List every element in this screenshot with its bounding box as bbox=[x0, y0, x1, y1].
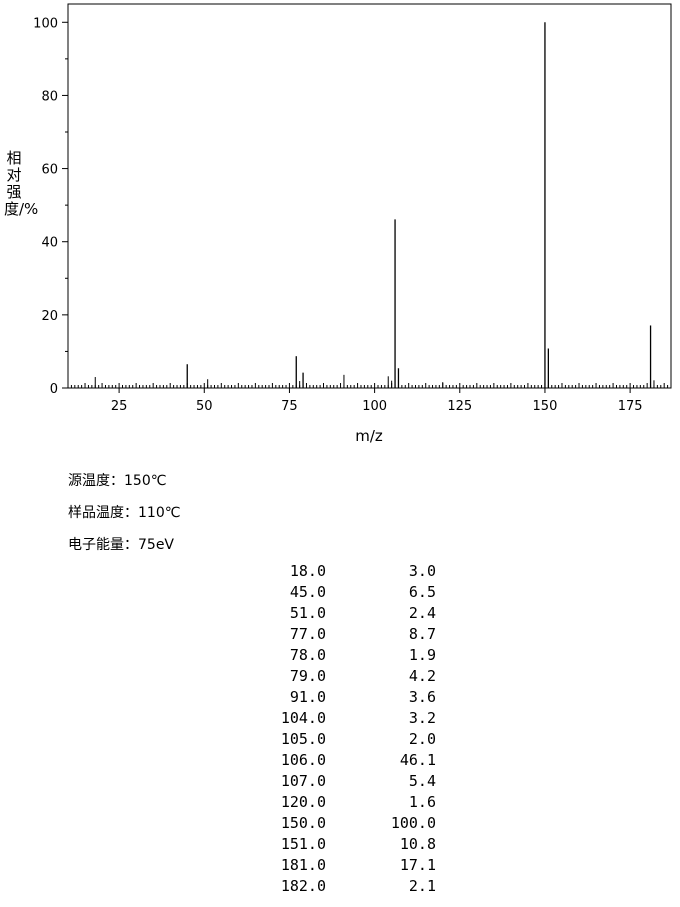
x-tick-label: 125 bbox=[447, 399, 472, 414]
peak-mz: 105.0 bbox=[280, 729, 326, 748]
peak-mz: 91.0 bbox=[289, 687, 326, 706]
peak-mz: 78.0 bbox=[289, 645, 326, 664]
peak-intensity: 10.8 bbox=[399, 834, 436, 853]
table-row: 150.0 100.0 bbox=[240, 812, 440, 833]
table-row: 45.0 6.5 bbox=[240, 581, 440, 602]
x-tick-label: 25 bbox=[111, 399, 128, 414]
table-row: 78.0 1.9 bbox=[240, 644, 440, 665]
table-row: 151.0 10.8 bbox=[240, 833, 440, 854]
peak-mz: 151.0 bbox=[280, 834, 326, 853]
x-minor-ticks bbox=[67, 383, 672, 388]
x-axis-label: m/z bbox=[355, 427, 383, 445]
peak-intensity: 4.2 bbox=[408, 666, 436, 685]
y-axis-ticks: 0 20 40 60 80 100 bbox=[33, 16, 68, 397]
peak-intensity: 3.0 bbox=[408, 561, 436, 580]
table-row: 77.0 8.7 bbox=[240, 623, 440, 644]
peak-mz: 106.0 bbox=[280, 750, 326, 769]
peak-mz: 51.0 bbox=[289, 603, 326, 622]
peak-mz: 104.0 bbox=[280, 708, 326, 727]
source-temperature: 源温度：150℃ bbox=[68, 473, 167, 489]
peak-intensity: 46.1 bbox=[399, 750, 436, 769]
x-tick-label: 50 bbox=[196, 399, 213, 414]
peak-mz: 45.0 bbox=[289, 582, 326, 601]
peak-mz: 181.0 bbox=[280, 855, 326, 874]
table-row: 181.0 17.1 bbox=[240, 854, 440, 875]
sample-temperature: 样品温度：110℃ bbox=[68, 505, 181, 521]
peak-mz: 120.0 bbox=[280, 792, 326, 811]
table-row: 106.0 46.1 bbox=[240, 749, 440, 770]
peak-mz: 182.0 bbox=[280, 876, 326, 895]
y-tick-label: 80 bbox=[41, 89, 58, 104]
electron-energy: 电子能量：75eV bbox=[68, 537, 175, 553]
peak-mz: 18.0 bbox=[289, 561, 326, 580]
x-tick-label: 75 bbox=[281, 399, 298, 414]
peak-intensity: 100.0 bbox=[390, 813, 436, 832]
table-row: 79.0 4.2 bbox=[240, 665, 440, 686]
peak-intensity: 2.4 bbox=[408, 603, 436, 622]
table-row: 120.0 1.6 bbox=[240, 791, 440, 812]
peak-intensity: 2.0 bbox=[408, 729, 436, 748]
table-row: 182.0 2.1 bbox=[240, 875, 440, 896]
peak-mz: 150.0 bbox=[280, 813, 326, 832]
peak-intensity: 17.1 bbox=[399, 855, 436, 874]
table-row: 91.0 3.6 bbox=[240, 686, 440, 707]
y-tick-label: 60 bbox=[41, 163, 58, 178]
y-axis-label: 相对强度/% bbox=[4, 149, 39, 218]
x-tick-label: 150 bbox=[533, 399, 558, 414]
peak-mz: 107.0 bbox=[280, 771, 326, 790]
table-row: 104.0 3.2 bbox=[240, 707, 440, 728]
peak-intensity: 1.6 bbox=[408, 792, 436, 811]
x-tick-label: 175 bbox=[618, 399, 643, 414]
peak-intensity: 2.1 bbox=[408, 876, 436, 895]
y-tick-label: 20 bbox=[41, 309, 58, 324]
peak-intensity: 8.7 bbox=[408, 624, 436, 643]
x-tick-label: 100 bbox=[362, 399, 387, 414]
plot-frame bbox=[67, 3, 672, 389]
table-row: 51.0 2.4 bbox=[240, 602, 440, 623]
x-axis-ticks: 25 50 75 100 125 150 175 bbox=[111, 388, 643, 414]
peak-intensity: 1.9 bbox=[408, 645, 436, 664]
peak-intensity: 5.4 bbox=[408, 771, 436, 790]
peak-intensity: 3.2 bbox=[408, 708, 436, 727]
table-row: 105.0 2.0 bbox=[240, 728, 440, 749]
peak-table: 18.0 3.0 45.0 6.5 51.0 2.4 77.0 8.7 78.0 1.9 79.0 4… bbox=[240, 560, 440, 896]
y-tick-label: 0 bbox=[50, 382, 58, 397]
table-row: 18.0 3.0 bbox=[240, 560, 440, 581]
table-row: 107.0 5.4 bbox=[240, 770, 440, 791]
peak-intensity: 6.5 bbox=[408, 582, 436, 601]
peak-intensity: 3.6 bbox=[408, 687, 436, 706]
peak-mz: 77.0 bbox=[289, 624, 326, 643]
y-tick-label: 100 bbox=[33, 16, 58, 31]
peak-bars bbox=[94, 22, 655, 388]
y-tick-label: 40 bbox=[41, 236, 58, 251]
mass-spectrum-chart: 25 50 75 100 125 150 175 0 20 40 60 80 100 m/z bbox=[33, 3, 672, 445]
peak-mz: 79.0 bbox=[289, 666, 326, 685]
